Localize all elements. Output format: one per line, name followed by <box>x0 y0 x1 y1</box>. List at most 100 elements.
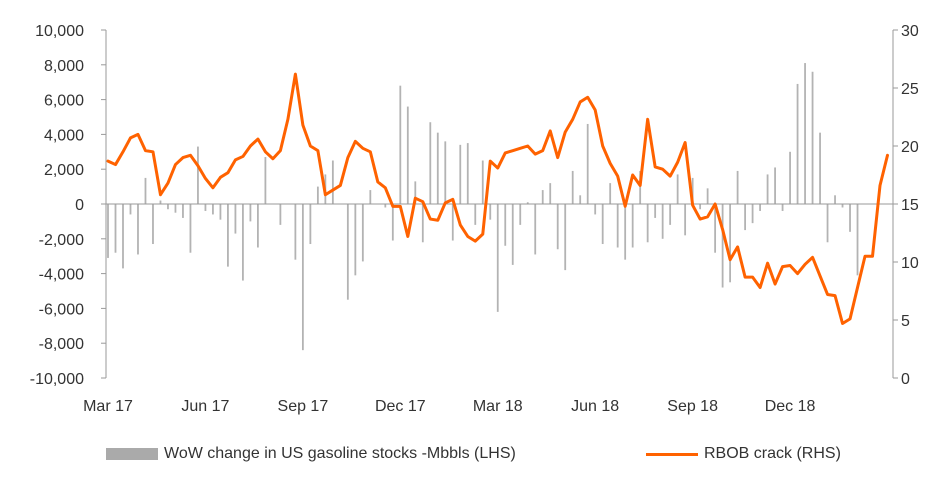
legend-item-rbob: RBOB crack (RHS) <box>646 441 841 467</box>
legend-line-swatch <box>646 452 698 456</box>
bar-mark <box>227 204 229 267</box>
bar-mark <box>834 195 836 204</box>
bar-mark <box>631 204 634 248</box>
left-tick-label: 0 <box>75 197 84 214</box>
bar-series <box>107 63 859 351</box>
bar-mark <box>279 204 282 225</box>
line-series <box>106 72 889 325</box>
x-tick-label: Jun 17 <box>181 398 229 415</box>
rbob-crack-line <box>106 72 889 325</box>
right-tick-label: 15 <box>901 197 919 214</box>
bar-mark <box>301 204 304 351</box>
bar-mark <box>571 170 574 204</box>
bar-mark <box>436 132 439 204</box>
x-tick-label: Sep 17 <box>278 398 329 415</box>
bar-mark <box>294 204 297 260</box>
axes <box>101 29 898 379</box>
bar-mark <box>541 190 544 204</box>
bar-mark <box>451 204 454 241</box>
bar-mark <box>856 204 859 276</box>
bar-mark <box>466 143 469 204</box>
bar-mark <box>331 160 334 204</box>
bar-mark <box>346 204 349 300</box>
bar-mark <box>564 204 567 271</box>
bar-mark <box>234 204 237 234</box>
bar-mark <box>736 170 739 204</box>
bar-mark <box>384 204 387 208</box>
bar-mark <box>511 204 514 265</box>
bar-mark <box>624 204 627 260</box>
bar-mark <box>459 144 462 204</box>
bar-mark <box>796 83 799 204</box>
legend-label-stocks: WoW change in US gasoline stocks -Mbbls … <box>164 445 516 462</box>
right-tick-label: 5 <box>901 313 910 330</box>
bar-mark <box>354 204 357 276</box>
right-tick-label: 20 <box>901 139 919 156</box>
right-tick-label: 25 <box>901 81 919 98</box>
bar-mark <box>819 132 821 204</box>
bar-mark <box>714 204 717 253</box>
bar-mark <box>264 157 267 204</box>
bar-mark <box>534 204 537 255</box>
bar-mark <box>399 85 402 204</box>
bar-mark <box>391 204 394 241</box>
bar-mark <box>219 204 222 220</box>
bar-mark <box>676 174 679 204</box>
bar-mark <box>646 204 649 243</box>
left-tick-label: -4,000 <box>39 267 84 284</box>
left-tick-label: 2,000 <box>44 162 84 179</box>
bar-mark <box>182 204 184 218</box>
left-tick-label: -8,000 <box>39 336 84 353</box>
bar-mark <box>429 122 432 204</box>
bar-mark <box>414 181 417 204</box>
bar-mark <box>556 204 559 250</box>
bar-mark <box>729 204 731 283</box>
bar-mark <box>691 177 694 204</box>
bar-mark <box>167 204 169 210</box>
bar-mark <box>309 204 312 245</box>
tick-labels: -10,000 -8,000 -6,000 -4,000 -2,000 0 2,000 4,0… <box>30 23 919 415</box>
bar-mark <box>361 204 364 262</box>
bar-mark <box>152 204 154 245</box>
bar-mark <box>759 204 761 211</box>
right-tick-label: 30 <box>901 23 919 40</box>
x-tick-label: Mar 17 <box>83 398 133 415</box>
bar-mark <box>474 204 477 225</box>
bar-mark <box>526 202 529 204</box>
legend-label-rbob: RBOB crack (RHS) <box>704 445 841 462</box>
x-tick-label: Mar 18 <box>473 398 523 415</box>
bar-mark <box>601 204 604 245</box>
bar-mark <box>579 195 582 204</box>
bar-mark <box>721 204 724 288</box>
bar-mark <box>639 170 642 204</box>
bar-mark <box>212 204 214 215</box>
bar-mark <box>107 204 109 258</box>
bar-mark <box>481 160 484 204</box>
bar-mark <box>197 146 199 204</box>
bar-mark <box>616 204 619 248</box>
left-tick-label: 4,000 <box>44 127 84 144</box>
bar-mark <box>706 188 709 204</box>
bar-mark <box>826 204 829 243</box>
bar-mark <box>789 151 791 204</box>
bar-mark <box>242 204 244 281</box>
right-tick-label: 0 <box>901 371 910 388</box>
bar-mark <box>257 204 259 248</box>
bar-mark <box>496 204 499 312</box>
bar-mark <box>684 204 687 236</box>
bar-mark <box>841 204 844 208</box>
bar-mark <box>504 204 507 246</box>
bar-mark <box>669 204 672 225</box>
bar-mark <box>661 204 664 239</box>
bar-mark <box>249 204 252 222</box>
bar-mark <box>444 141 447 204</box>
bar-mark <box>751 204 754 224</box>
left-tick-label: 10,000 <box>35 23 84 40</box>
bar-mark <box>766 174 769 204</box>
left-tick-label: -6,000 <box>39 301 84 318</box>
bar-mark <box>594 204 597 215</box>
bar-mark <box>489 204 492 220</box>
left-tick-label: 6,000 <box>44 93 84 110</box>
bar-mark <box>699 204 702 210</box>
